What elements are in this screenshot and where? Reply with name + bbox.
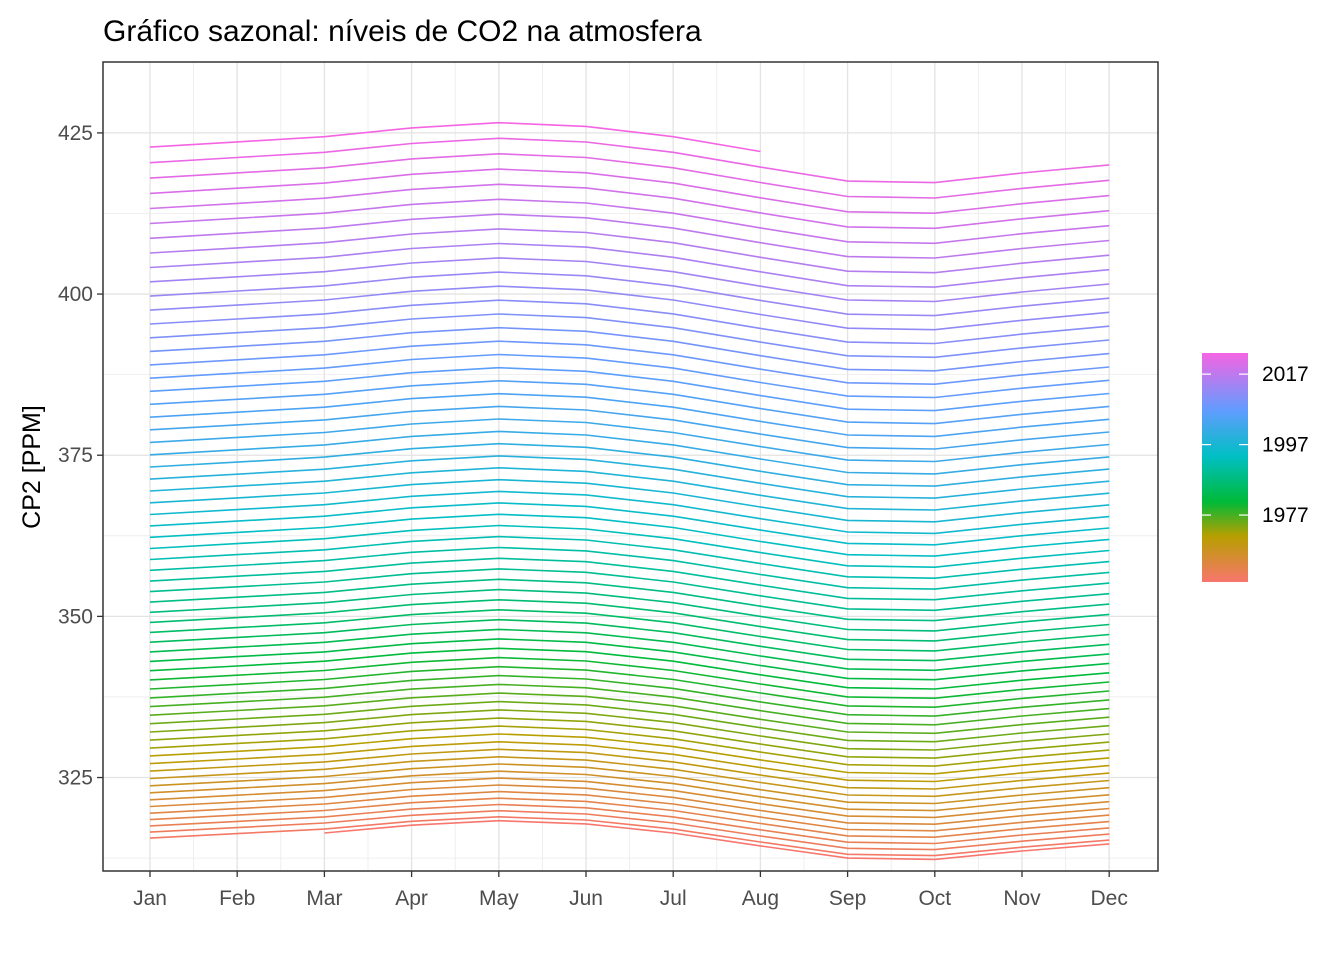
series-line-2021 (149, 152, 1110, 199)
series-line-1974 (149, 709, 1110, 751)
series-line-2013 (149, 271, 1110, 317)
series-line-1983 (149, 628, 1110, 672)
series-line-1998 (149, 466, 1110, 511)
series-line-2005 (149, 379, 1110, 425)
minor-gridlines (103, 62, 1158, 871)
series-line-2010 (149, 313, 1110, 359)
series-line-1960 (149, 809, 1110, 851)
series-line-1990 (149, 557, 1110, 601)
y-tick-label: 350 (58, 605, 93, 628)
year-series-lines (149, 121, 1110, 861)
series-line-1995 (149, 502, 1110, 546)
x-tick-label: Jan (133, 887, 167, 910)
series-line-1970 (149, 740, 1110, 783)
series-line-1963 (149, 790, 1110, 832)
series-line-1977 (149, 683, 1110, 726)
legend-label-1977: 1977 (1262, 504, 1309, 527)
series-line-1996 (149, 490, 1110, 535)
series-line-1986 (149, 598, 1110, 642)
y-tick-label: 325 (58, 767, 93, 790)
x-tick-label: Nov (1003, 887, 1041, 910)
legend-label-2017: 2017 (1262, 363, 1309, 386)
series-line-1984 (149, 618, 1110, 662)
x-tick-label: Jul (660, 887, 687, 910)
series-line-1967 (149, 763, 1110, 805)
series-line-2019 (149, 183, 1110, 230)
series-line-1966 (149, 770, 1110, 812)
series-line-2002 (149, 418, 1110, 463)
x-tick-label: May (479, 887, 519, 910)
series-line-2012 (149, 285, 1110, 331)
series-line-2006 (149, 366, 1110, 412)
series-line-1976 (149, 692, 1110, 735)
x-tick-label: Dec (1091, 887, 1128, 910)
series-line-1975 (149, 700, 1110, 743)
x-tick-label: Oct (918, 887, 951, 910)
series-line-1973 (149, 717, 1110, 759)
series-line-2018 (149, 198, 1110, 245)
series-line-2011 (149, 299, 1110, 345)
series-line-1964 (149, 784, 1110, 826)
colorbar (1202, 353, 1248, 582)
series-line-2016 (149, 228, 1110, 274)
series-line-1979 (149, 665, 1110, 709)
series-line-1994 (149, 513, 1110, 557)
series-line-2007 (149, 353, 1110, 399)
x-tick-label: Feb (219, 887, 255, 910)
series-line-1997 (149, 478, 1110, 523)
series-line-1985 (149, 608, 1110, 652)
series-line-2000 (149, 442, 1110, 487)
x-axis: Jan Feb Mar Apr May Jun Jul Aug Sep Oct Nov Dec (133, 871, 1128, 910)
series-line-2022 (149, 137, 1110, 184)
series-line-2001 (149, 430, 1110, 475)
series-line-1971 (149, 733, 1110, 775)
series-line-1999 (149, 455, 1110, 499)
y-axis-title: CP2 [PPM] (18, 405, 46, 529)
x-tick-label: Apr (395, 887, 428, 910)
y-tick-label: 375 (58, 444, 93, 467)
x-tick-label: Mar (306, 887, 342, 910)
legend-label-1997: 1997 (1262, 434, 1309, 457)
series-line-1965 (149, 777, 1110, 819)
series-line-2003 (149, 405, 1110, 450)
series-line-2020 (149, 168, 1110, 215)
series-line-2015 (149, 242, 1110, 288)
series-line-1962 (149, 797, 1110, 839)
x-tick-label: Aug (742, 887, 779, 910)
series-line-1991 (149, 546, 1110, 590)
series-line-1968 (149, 755, 1110, 798)
series-line-1969 (149, 748, 1110, 790)
series-line-2009 (149, 326, 1110, 372)
series-line-1993 (149, 524, 1110, 569)
series-line-2014 (149, 257, 1110, 303)
series-line-1988 (149, 578, 1110, 622)
series-line-1972 (149, 725, 1110, 767)
series-line-2008 (149, 340, 1110, 386)
series-line-1992 (149, 535, 1110, 580)
chart-title: Gráfico sazonal: níveis de CO2 na atmosf… (103, 15, 702, 48)
y-tick-label: 425 (58, 122, 93, 145)
series-line-1958 (324, 819, 1110, 861)
plot-panel-border (102, 61, 1159, 872)
y-tick-label: 400 (58, 283, 93, 306)
series-line-1989 (149, 568, 1110, 612)
x-tick-label: Jun (569, 887, 603, 910)
series-line-1961 (149, 803, 1110, 845)
x-tick-label: Sep (829, 887, 866, 910)
series-line-2017 (149, 213, 1110, 259)
series-line-1980 (149, 656, 1110, 700)
series-line-2004 (149, 392, 1110, 438)
y-axis: 325 350 375 400 425 (58, 122, 103, 790)
series-line-2023 (149, 121, 761, 153)
series-line-1959 (149, 815, 1110, 857)
series-line-1987 (149, 588, 1110, 632)
series-line-1978 (149, 674, 1110, 717)
colorbar-legend: 2017 1997 1977 (1202, 353, 1309, 582)
series-line-1982 (149, 638, 1110, 681)
series-line-1981 (149, 647, 1110, 690)
